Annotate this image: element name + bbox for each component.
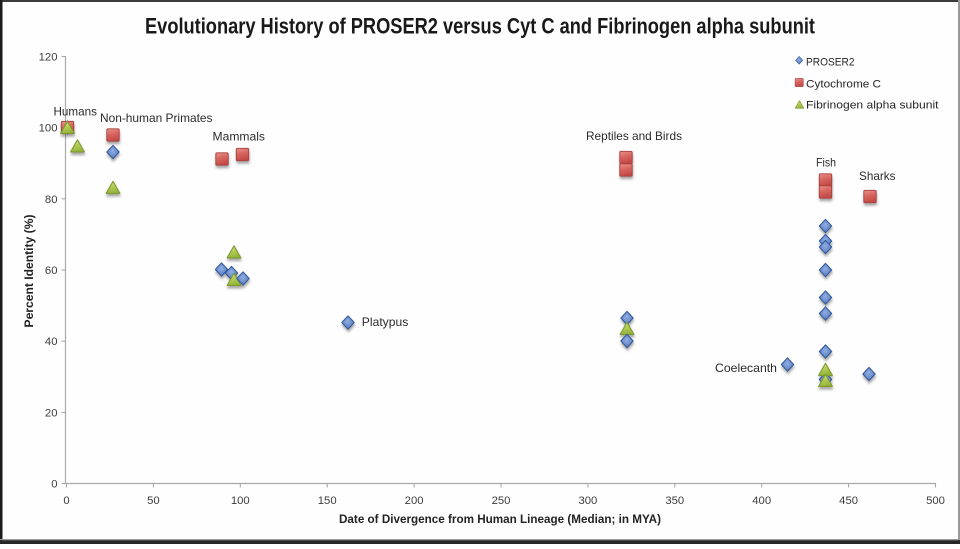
svg-text:100: 100 xyxy=(39,123,58,135)
svg-text:Reptiles and Birds: Reptiles and Birds xyxy=(586,130,682,143)
svg-text:60: 60 xyxy=(45,265,58,277)
svg-text:400: 400 xyxy=(752,495,771,507)
svg-text:Fibrinogen alpha subunit: Fibrinogen alpha subunit xyxy=(806,99,939,111)
svg-text:500: 500 xyxy=(926,495,945,507)
svg-text:Percent Identity (%): Percent Identity (%) xyxy=(22,215,36,328)
svg-text:Non-human Primates: Non-human Primates xyxy=(100,112,213,125)
svg-text:50: 50 xyxy=(147,495,160,507)
svg-text:120: 120 xyxy=(39,52,58,64)
svg-text:Cytochrome C: Cytochrome C xyxy=(806,78,881,90)
svg-text:Humans: Humans xyxy=(54,106,98,119)
svg-text:300: 300 xyxy=(578,495,597,507)
svg-text:150: 150 xyxy=(318,495,337,507)
svg-text:Coelecanth: Coelecanth xyxy=(715,362,777,375)
svg-text:200: 200 xyxy=(405,495,424,507)
svg-text:450: 450 xyxy=(839,495,858,507)
svg-text:Date of Divergence from Human: Date of Divergence from Human Lineage (M… xyxy=(339,512,661,526)
svg-text:Evolutionary History of PROSER: Evolutionary History of PROSER2 versus C… xyxy=(145,14,815,39)
svg-text:40: 40 xyxy=(45,336,58,348)
svg-text:Fish: Fish xyxy=(816,157,836,170)
svg-text:Mammals: Mammals xyxy=(213,131,266,144)
svg-text:PROSER2: PROSER2 xyxy=(806,57,855,69)
svg-text:Platypus: Platypus xyxy=(362,316,409,329)
svg-text:Sharks: Sharks xyxy=(859,170,896,183)
svg-text:80: 80 xyxy=(45,194,58,206)
svg-text:250: 250 xyxy=(492,495,511,507)
svg-text:0: 0 xyxy=(63,495,69,507)
svg-text:0: 0 xyxy=(51,479,57,491)
svg-text:20: 20 xyxy=(45,407,58,419)
svg-text:100: 100 xyxy=(231,495,250,507)
svg-text:350: 350 xyxy=(665,495,684,507)
